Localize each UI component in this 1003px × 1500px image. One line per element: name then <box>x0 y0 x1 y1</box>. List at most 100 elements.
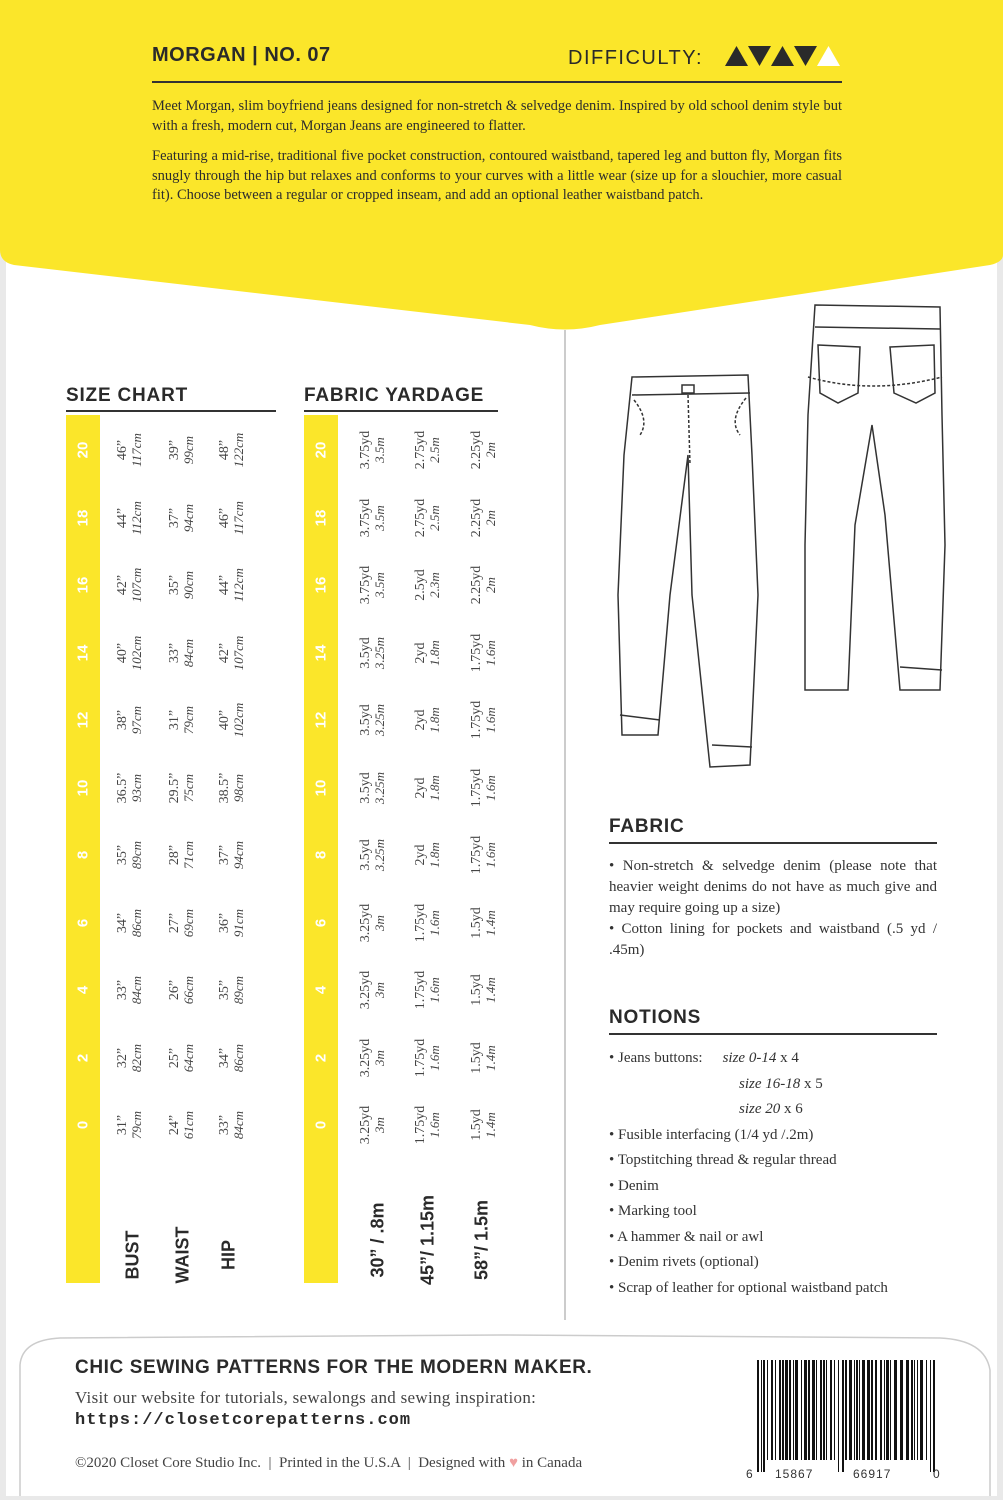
barcode-bar <box>793 1360 794 1460</box>
table-cell: 2.75yd 2.5m <box>413 431 442 470</box>
table-cell: 1.5yd 1.4m <box>469 1109 498 1141</box>
metric-value: 2.5m <box>427 437 442 463</box>
metric-value: 122cm <box>231 432 246 468</box>
canada-text: in Canada <box>521 1455 583 1471</box>
notions-item: • Marking tool <box>609 1203 697 1219</box>
barcode-bar <box>775 1360 776 1460</box>
imperial-value: 33” <box>115 979 130 1001</box>
imperial-value: 3.5yd <box>358 771 373 804</box>
barcode-bar <box>871 1360 873 1460</box>
table-cell: 42” 107cm <box>115 567 144 603</box>
difficulty-rating <box>725 46 840 66</box>
metric-value: 102cm <box>231 702 246 738</box>
row-label: WAIST <box>172 1226 193 1284</box>
barcode-bar <box>804 1360 807 1460</box>
table-cell: 1.5yd 1.4m <box>469 974 498 1006</box>
barcode-bar <box>834 1360 835 1460</box>
barcode-bar <box>890 1360 891 1460</box>
metric-value: 1.4m <box>483 1112 498 1138</box>
barcode-bar <box>808 1360 810 1460</box>
barcode-bar <box>849 1360 852 1460</box>
fabric-item-1: • Non-stretch & selvedge denim (please n… <box>609 858 937 916</box>
imperial-value: 42” <box>217 642 232 663</box>
imperial-value: 1.5yd <box>469 1109 484 1141</box>
metric-value: 1.8m <box>427 639 442 666</box>
size-chart-size-column <box>66 415 100 1283</box>
table-cell: 3.25yd 3m <box>358 971 387 1010</box>
barcode-bar <box>816 1360 817 1460</box>
imperial-value: 1.5yd <box>469 906 484 939</box>
metric-value: 3m <box>372 982 387 998</box>
barcode-bar <box>771 1360 773 1460</box>
imperial-value: 2yd <box>413 709 428 731</box>
button-size: size 20 <box>739 1101 781 1117</box>
heart-icon: ♥ <box>509 1455 518 1471</box>
imperial-value: 2.5yd <box>413 569 428 601</box>
metric-value: 2m <box>483 442 498 458</box>
barcode-bar <box>823 1360 825 1460</box>
button-size: size 16-18 <box>739 1075 801 1092</box>
size-label: 4 <box>312 985 330 995</box>
table-cell: 2yd 1.8m <box>413 775 442 801</box>
website-link[interactable]: https://closetcorepatterns.com <box>75 1411 412 1430</box>
table-cell: 35” 89cm <box>115 841 144 869</box>
imperial-value: 1.5yd <box>469 1041 484 1074</box>
size-label: 16 <box>312 576 330 594</box>
metric-value: 3.5m <box>372 572 387 598</box>
metric-value: 84cm <box>181 638 196 667</box>
metric-value: 82cm <box>129 1043 144 1072</box>
notions-buttons-row: size 20 x 6 <box>609 1097 949 1123</box>
notions-item: • Denim <box>609 1177 659 1194</box>
difficulty-filled-triangle <box>748 46 771 66</box>
imperial-value: 35” <box>115 844 130 866</box>
imperial-value: 31” <box>167 709 182 731</box>
table-cell: 1.75yd 1.6m <box>469 836 498 875</box>
size-label: 0 <box>312 1120 330 1130</box>
metric-value: 1.6m <box>427 909 442 936</box>
metric-value: 3.25m <box>372 636 387 669</box>
notions-item: • Denim rivets (optional) <box>609 1254 759 1270</box>
metric-value: 1.8m <box>427 842 442 868</box>
metric-value: 64cm <box>181 1043 196 1072</box>
metric-value: 3.5m <box>372 504 387 531</box>
row-label: HIP <box>218 1239 239 1271</box>
table-cell: 2yd 1.8m <box>413 707 442 733</box>
barcode-bar <box>826 1360 827 1460</box>
imperial-value: 34” <box>217 1047 232 1068</box>
table-cell: 27” 69cm <box>167 908 196 936</box>
barcode-digit: 0 <box>933 1467 940 1481</box>
table-cell: 3.75yd 3.5m <box>358 566 387 605</box>
barcode-bar <box>763 1360 765 1472</box>
metric-value: 102cm <box>129 635 144 670</box>
metric-value: 3m <box>372 1117 387 1133</box>
metric-value: 2m <box>483 577 498 593</box>
imperial-value: 24” <box>167 1114 182 1136</box>
size-label: 6 <box>312 918 330 927</box>
imperial-value: 2.25yd <box>469 498 484 537</box>
table-cell: 24” 61cm <box>167 1111 196 1139</box>
barcode-bar <box>767 1360 768 1460</box>
table-cell: 37” 94cm <box>217 841 246 869</box>
imperial-value: 2.25yd <box>469 565 484 605</box>
button-qty: x 6 <box>780 1101 803 1117</box>
table-cell: 38” 97cm <box>115 706 144 734</box>
table-cell: 1.75yd 1.6m <box>413 1106 442 1145</box>
row-label: 30” / .8m <box>367 1202 388 1278</box>
metric-value: 2m <box>483 509 498 526</box>
imperial-value: 33” <box>167 642 182 663</box>
size-chart-rule <box>66 410 276 412</box>
barcode-bar <box>785 1360 788 1460</box>
table-cell: 1.5yd 1.4m <box>469 1041 498 1074</box>
imperial-value: 3.25yd <box>358 903 373 942</box>
table-cell: 1.75yd 1.6m <box>413 903 442 942</box>
metric-value: 3.25m <box>372 703 387 737</box>
table-cell: 1.75yd 1.6m <box>413 971 442 1010</box>
notions-list: • Jeans buttons: size 0-14 x 4 size 16-18… <box>609 1046 949 1301</box>
imperial-value: 3.5yd <box>358 839 373 871</box>
metric-value: 79cm <box>181 705 196 735</box>
metric-value: 1.8m <box>427 707 442 733</box>
barcode-bar <box>812 1360 815 1460</box>
metric-value: 107cm <box>129 567 144 603</box>
metric-value: 112cm <box>231 568 246 602</box>
jeans-back-view <box>804 304 946 691</box>
